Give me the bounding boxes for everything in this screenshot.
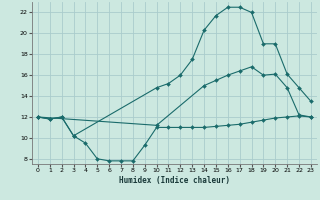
X-axis label: Humidex (Indice chaleur): Humidex (Indice chaleur) xyxy=(119,176,230,185)
